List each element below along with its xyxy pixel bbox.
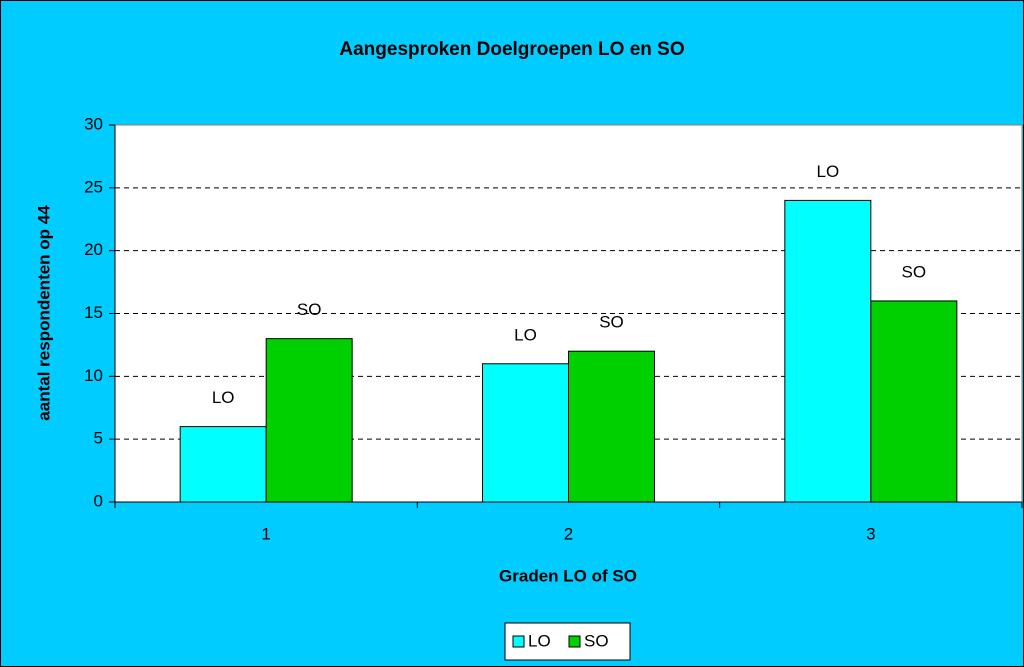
y-tick-label: 10 [84, 366, 103, 385]
bar [568, 350, 655, 503]
data-label: SO [902, 262, 927, 281]
data-label: LO [816, 162, 839, 181]
x-tick-label: 2 [564, 524, 573, 543]
bar [179, 426, 267, 503]
data-label: SO [599, 313, 624, 332]
y-tick-label: 15 [84, 303, 103, 322]
bar [482, 363, 569, 503]
data-label: LO [212, 388, 235, 407]
y-axis-title: aantal respondenten op 44 [34, 205, 53, 421]
x-tick-label: 1 [261, 524, 270, 543]
data-label: SO [297, 300, 322, 319]
legend-swatch [512, 635, 525, 648]
y-tick-label: 20 [84, 240, 103, 259]
y-tick-label: 25 [84, 177, 103, 196]
legend-box [504, 622, 631, 661]
bar [784, 199, 872, 503]
y-tick-label: 5 [94, 429, 103, 448]
bar [265, 338, 353, 503]
y-tick-label: 0 [94, 491, 103, 510]
legend-swatch [568, 635, 581, 648]
x-axis-title: Graden LO of SO [499, 566, 637, 585]
legend-label: SO [584, 631, 609, 650]
bar [870, 300, 958, 503]
y-tick-label: 30 [84, 114, 103, 133]
data-label: LO [514, 325, 537, 344]
legend-label: LO [528, 631, 551, 650]
chart-title: Aangesproken Doelgroepen LO en SO [339, 39, 684, 60]
x-tick-label: 3 [866, 524, 875, 543]
